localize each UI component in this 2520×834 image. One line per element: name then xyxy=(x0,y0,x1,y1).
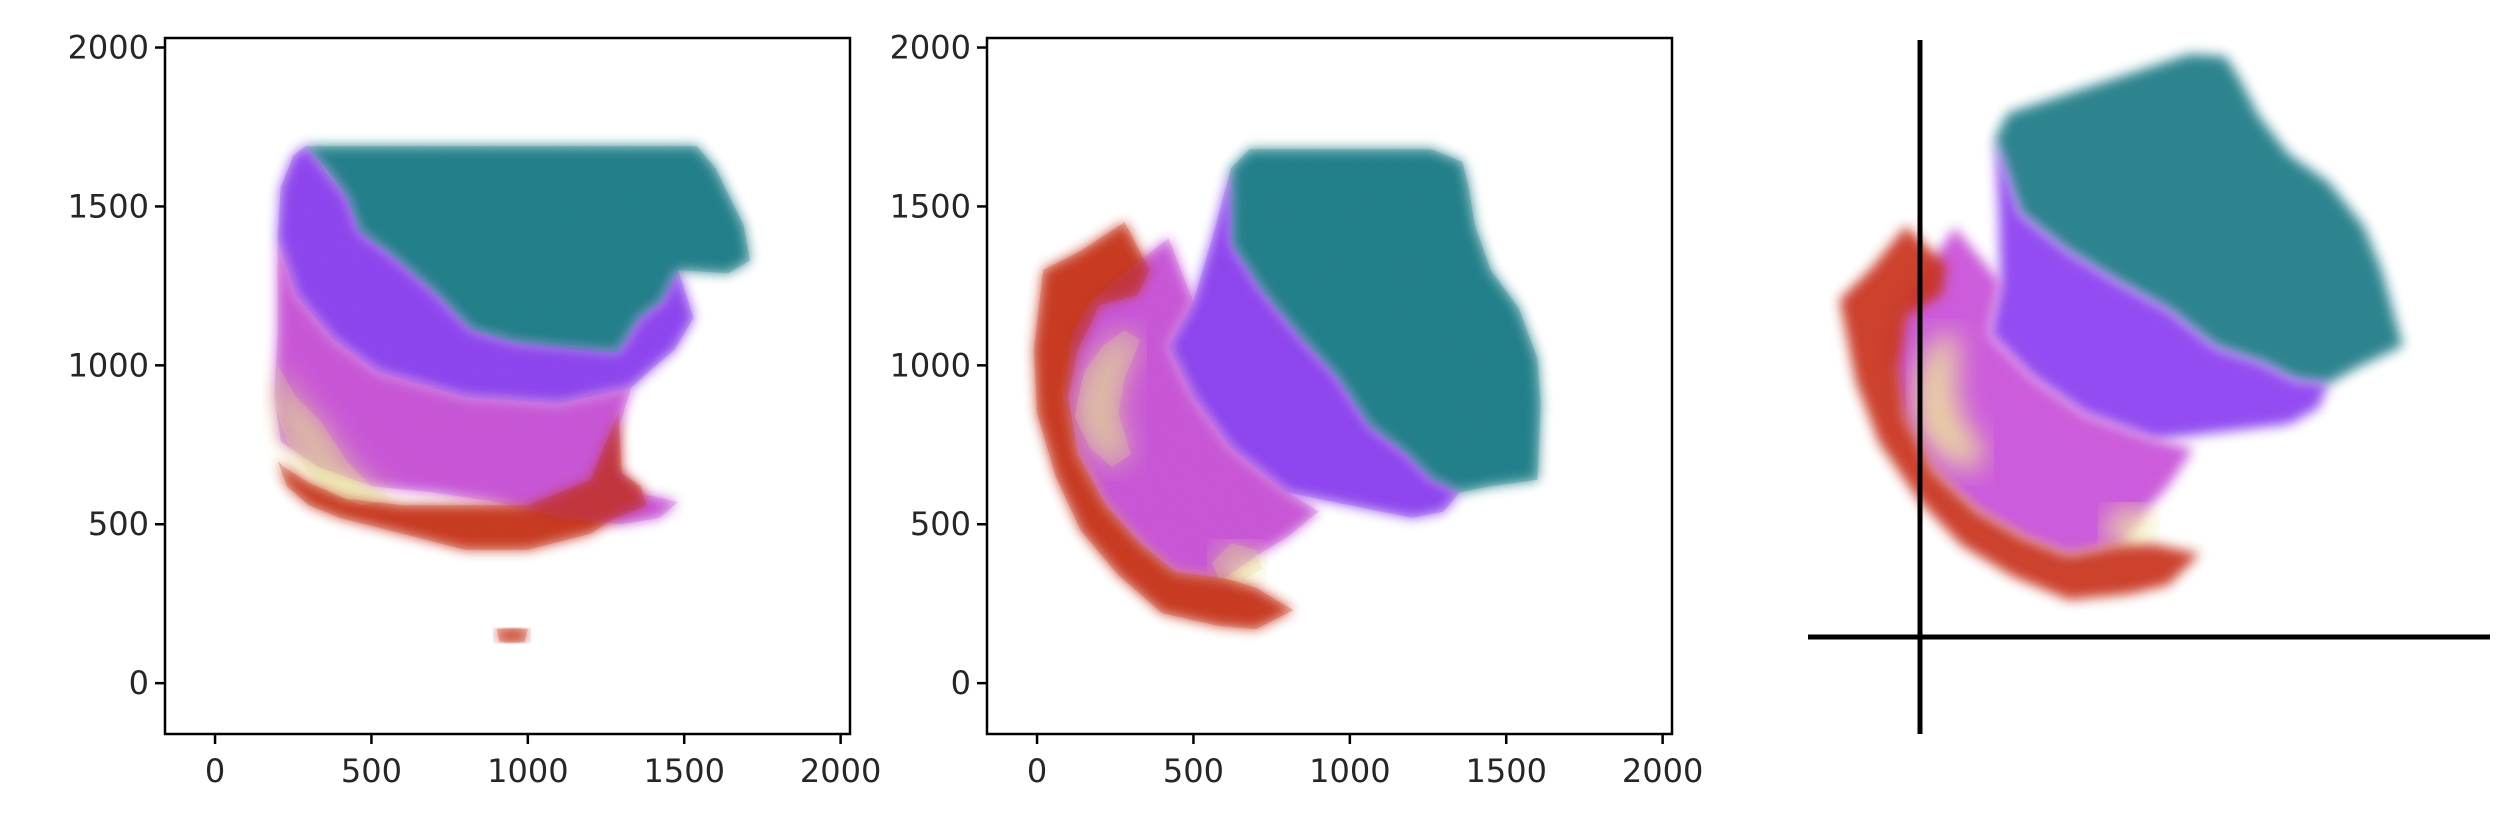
x-tick-label: 2000 xyxy=(1622,752,1703,790)
x-tick-label: 1500 xyxy=(644,752,725,790)
y-tick-label: 2000 xyxy=(890,29,971,67)
x-tick-label: 2000 xyxy=(800,752,881,790)
x-tick-label: 500 xyxy=(1163,752,1224,790)
x-tick-label: 1000 xyxy=(1309,752,1390,790)
y-tick-label: 1000 xyxy=(890,346,971,384)
y-tick-label: 1500 xyxy=(890,187,971,225)
x-tick-label: 0 xyxy=(1027,752,1047,790)
scatter-panel-2: 0 500 1000 1500 2000 0 500 1000 1500 2000 xyxy=(890,29,1704,790)
spot-layer xyxy=(1839,54,2403,600)
speckle-overlay xyxy=(274,146,750,642)
x-tick-label: 500 xyxy=(341,752,402,790)
region-red xyxy=(1839,226,2200,600)
scatter-panel-3 xyxy=(1808,40,2490,734)
y-tick-label: 500 xyxy=(88,505,149,543)
axes-frame xyxy=(163,36,852,736)
spot-layer xyxy=(274,146,750,642)
x-tick-label: 1500 xyxy=(1466,752,1547,790)
region-cream-low xyxy=(2102,506,2156,547)
x-tick-label: 1000 xyxy=(487,752,568,790)
spot-layer xyxy=(1033,149,1541,630)
speckle-overlay xyxy=(1033,149,1541,630)
axes-frame xyxy=(985,36,1674,736)
y-tick-label: 0 xyxy=(951,664,971,702)
region-cream xyxy=(1912,332,1987,472)
y-tick-label: 2000 xyxy=(68,29,149,67)
region-magenta xyxy=(1888,227,2194,555)
region-teal xyxy=(1995,54,2403,384)
x-tick-label: 0 xyxy=(205,752,225,790)
y-tick-label: 0 xyxy=(129,664,149,702)
y-tick-label: 500 xyxy=(910,505,971,543)
scatter-panel-1: 0 500 1000 1500 2000 0 500 1000 1500 2000 xyxy=(68,29,882,790)
y-tick-label: 1500 xyxy=(68,187,149,225)
region-violet xyxy=(1989,138,2329,440)
y-tick-label: 1000 xyxy=(68,346,149,384)
